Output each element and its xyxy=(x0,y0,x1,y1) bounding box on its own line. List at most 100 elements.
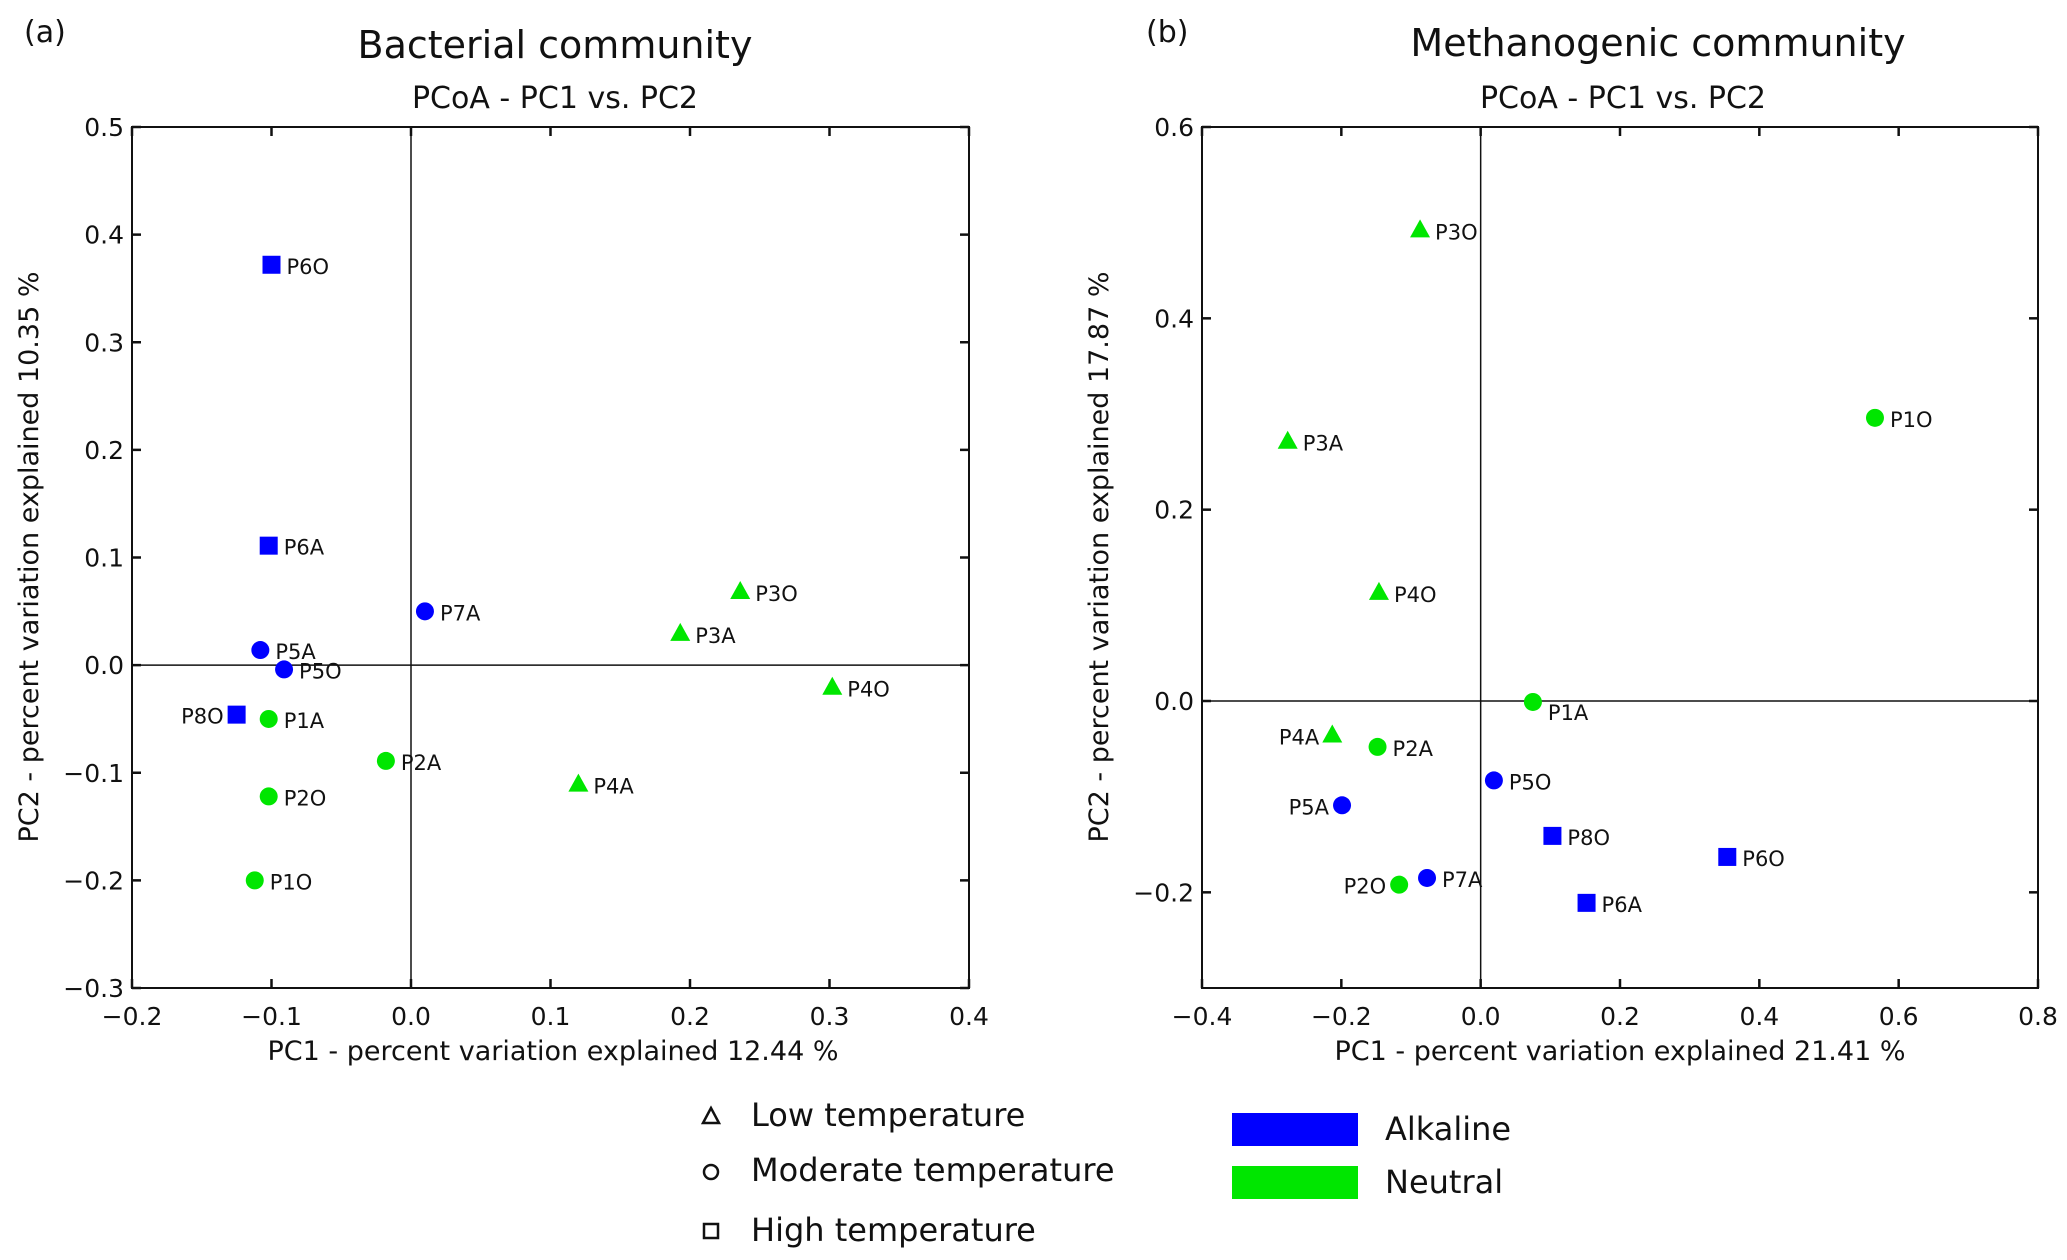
x-tick-label: 0.4 xyxy=(949,1002,989,1031)
point-p2o: P2O xyxy=(259,786,326,810)
point-p4o: P4O xyxy=(1368,581,1437,607)
y-axis-label: PC2 - percent variation explained 17.87 … xyxy=(1084,272,1115,843)
circle-marker xyxy=(1368,737,1387,756)
x-tick-label: −0.2 xyxy=(102,1002,163,1031)
point-label: P8O xyxy=(1567,826,1610,850)
panel-label: (a) xyxy=(24,15,66,50)
point-p3o: P3O xyxy=(730,580,798,606)
legend-label: Low temperature xyxy=(751,1096,1025,1134)
y-tick-label: −0.1 xyxy=(63,759,124,788)
alkaline-swatch xyxy=(1232,1113,1358,1146)
triangle-marker xyxy=(1277,430,1298,449)
triangle-marker xyxy=(670,622,691,641)
circle-marker xyxy=(415,602,434,621)
point-label: P2A xyxy=(1393,737,1434,761)
shape-legend: Low temperature Moderate temperature Hig… xyxy=(700,1096,1115,1249)
x-tick-label: 0.4 xyxy=(1739,1002,1779,1031)
circle-marker xyxy=(1390,875,1409,894)
point-p8o: P8O xyxy=(1543,826,1610,850)
legend-item-alkaline: Alkaline xyxy=(1232,1110,1511,1148)
y-tick-label: −0.2 xyxy=(1133,878,1194,907)
triangle-icon xyxy=(700,1105,722,1125)
legend-label: High temperature xyxy=(751,1211,1036,1249)
point-p1o: P1O xyxy=(1865,408,1933,432)
point-label: P6A xyxy=(1602,893,1643,917)
circle-marker xyxy=(259,787,278,806)
legend-item-low-temperature: Low temperature xyxy=(700,1096,1025,1134)
y-tick-label: 0.5 xyxy=(84,113,124,142)
point-p6o: P6O xyxy=(1718,847,1785,871)
circle-marker xyxy=(1333,796,1352,815)
legend-item-high-temperature: High temperature xyxy=(702,1211,1036,1249)
circle-icon xyxy=(702,1163,720,1181)
point-p3a: P3A xyxy=(1277,430,1344,456)
square-marker xyxy=(1718,847,1737,866)
circle-marker xyxy=(1484,771,1503,790)
y-tick-label: 0.2 xyxy=(1154,496,1194,525)
x-tick-label: 0.0 xyxy=(1461,1002,1501,1031)
point-label: P4O xyxy=(1394,583,1437,607)
legend-label: Neutral xyxy=(1385,1163,1503,1201)
point-label: P5A xyxy=(1289,795,1330,819)
y-tick-label: 0.1 xyxy=(84,544,124,573)
point-label: P5O xyxy=(299,659,342,683)
y-axis-label: PC2 - percent variation explained 10.35 … xyxy=(14,272,45,843)
circle-marker xyxy=(376,751,395,770)
point-label: P5A xyxy=(275,640,316,664)
square-marker xyxy=(259,536,278,555)
x-tick-label: 0.2 xyxy=(1600,1002,1640,1031)
point-label: P6A xyxy=(284,536,325,560)
point-p7a: P7A xyxy=(415,601,481,625)
panel-a-bacterial: (a) Bacterial community PCoA - PC1 vs. P… xyxy=(14,15,989,1067)
triangle-marker xyxy=(730,580,751,599)
circle-marker xyxy=(245,871,264,890)
point-p8o: P8O xyxy=(181,705,246,729)
point-p2a: P2A xyxy=(1368,737,1434,761)
chart-title: Bacterial community xyxy=(358,23,753,67)
neutral-swatch xyxy=(1232,1166,1358,1199)
triangle-marker xyxy=(1368,581,1389,600)
point-p1a: P1A xyxy=(259,709,325,733)
point-p4o: P4O xyxy=(822,676,890,702)
point-label: P3O xyxy=(755,582,798,606)
point-p6a: P6A xyxy=(1577,893,1643,917)
point-p3a: P3A xyxy=(670,622,736,648)
plot-frame xyxy=(1201,126,2039,989)
x-tick-label: 0.0 xyxy=(391,1002,431,1031)
point-label: P2A xyxy=(401,751,442,775)
triangle-marker xyxy=(1410,219,1431,238)
plot-frame xyxy=(131,126,970,989)
y-tick-label: 0.0 xyxy=(1154,687,1194,716)
point-p2a: P2A xyxy=(376,751,442,775)
point-p5o: P5O xyxy=(1484,770,1552,794)
circle-marker xyxy=(1418,868,1437,887)
square-marker xyxy=(262,255,281,274)
point-p2o: P2O xyxy=(1344,875,1409,899)
chart-subtitle: PCoA - PC1 vs. PC2 xyxy=(412,81,698,116)
point-p4a: P4A xyxy=(568,773,634,799)
point-label: P3A xyxy=(695,624,736,648)
y-tick-label: 0.2 xyxy=(84,436,124,465)
triangle-marker xyxy=(568,773,589,792)
square-marker xyxy=(227,705,246,724)
y-tick-label: 0.3 xyxy=(84,328,124,357)
point-p1o: P1O xyxy=(245,870,313,894)
point-p1a: P1A xyxy=(1523,692,1589,725)
x-tick-label: 0.1 xyxy=(531,1002,571,1031)
point-label: P1O xyxy=(1890,408,1933,432)
square-icon xyxy=(702,1222,720,1240)
point-p4a: P4A xyxy=(1279,724,1343,749)
y-tick-label: −0.3 xyxy=(63,974,124,1003)
circle-marker xyxy=(251,641,270,660)
point-p5a: P5A xyxy=(251,640,316,664)
point-label: P1O xyxy=(270,870,313,894)
y-tick-label: 0.6 xyxy=(1154,113,1194,142)
point-label: P7A xyxy=(440,601,481,625)
chart-title: Methanogenic community xyxy=(1410,21,1905,65)
x-axis-label: PC1 - percent variation explained 21.41 … xyxy=(1335,1036,1906,1067)
x-tick-label: −0.1 xyxy=(241,1002,302,1031)
point-p7a: P7A xyxy=(1418,868,1483,892)
circle-marker xyxy=(259,709,278,728)
point-label: P5O xyxy=(1509,770,1552,794)
